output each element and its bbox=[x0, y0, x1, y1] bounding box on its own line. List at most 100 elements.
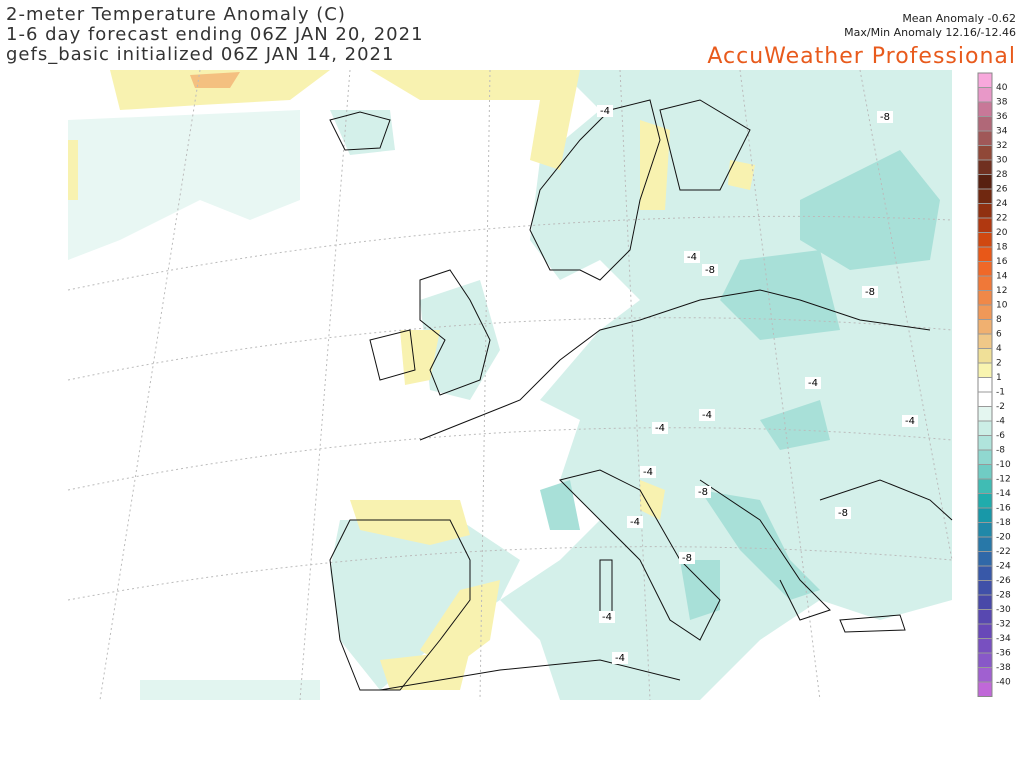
contour-label: -8 bbox=[880, 112, 890, 123]
colorbar-swatch bbox=[978, 131, 992, 146]
colorbar-label: 32 bbox=[996, 141, 1007, 151]
contour-label-bg bbox=[652, 422, 668, 434]
max-min-anomaly: Max/Min Anomaly 12.16/-12.46 bbox=[844, 26, 1016, 39]
colorbar-label: -22 bbox=[996, 547, 1011, 557]
brand: AccuWeather Professional bbox=[707, 44, 1016, 69]
contour-label: -4 bbox=[655, 423, 665, 434]
colorbar-swatch bbox=[978, 203, 992, 218]
colorbar-swatch bbox=[978, 174, 992, 189]
colorbar-label: 20 bbox=[996, 228, 1008, 238]
contour-label: -4 bbox=[905, 416, 915, 427]
colorbar-swatch bbox=[978, 522, 992, 537]
colorbar-label: -34 bbox=[996, 634, 1011, 644]
colorbar-label: 26 bbox=[996, 185, 1008, 195]
contour-label-bg bbox=[640, 466, 656, 478]
colorbar-label: -26 bbox=[996, 576, 1011, 586]
colorbar-swatch bbox=[978, 218, 992, 233]
contour-label: -4 bbox=[600, 106, 610, 117]
colorbar-label: 36 bbox=[996, 112, 1008, 122]
contour-label: -8 bbox=[698, 487, 708, 498]
contour-label: -4 bbox=[702, 410, 712, 421]
subtitle: gefs_basic initialized 06Z JAN 14, 2021 bbox=[6, 44, 394, 65]
contour-label-bg bbox=[612, 652, 628, 664]
colorbar-swatch bbox=[978, 87, 992, 102]
warm-fill-strong bbox=[190, 72, 240, 88]
contour-label-bg bbox=[597, 105, 613, 117]
colorbar-swatch bbox=[978, 145, 992, 160]
colorbar-swatch bbox=[978, 595, 992, 610]
contour-label-bg bbox=[835, 507, 851, 519]
colorbar-swatch bbox=[978, 334, 992, 349]
colorbar-label: -4 bbox=[996, 417, 1005, 427]
contour-label: -4 bbox=[687, 252, 697, 263]
contour-label: -8 bbox=[682, 553, 692, 564]
contour-label-bg bbox=[699, 409, 715, 421]
colorbar-swatch bbox=[978, 450, 992, 465]
colorbar-swatch bbox=[978, 348, 992, 363]
colorbar-swatch bbox=[978, 261, 992, 276]
colorbar-swatch bbox=[978, 624, 992, 639]
contour-label: -4 bbox=[643, 467, 653, 478]
colorbar-label: 16 bbox=[996, 257, 1008, 267]
colorbar-swatch bbox=[978, 537, 992, 552]
colorbar-label: 8 bbox=[996, 315, 1002, 325]
colorbar-label: 6 bbox=[996, 330, 1002, 340]
colorbar-swatch bbox=[978, 638, 992, 653]
title: 2-meter Temperature Anomaly (C) bbox=[6, 4, 346, 25]
colorbar-label: 24 bbox=[996, 199, 1008, 209]
colorbar-swatch bbox=[978, 566, 992, 581]
colorbar-label: 22 bbox=[996, 214, 1007, 224]
colorbar-label: 1 bbox=[996, 373, 1002, 383]
colorbar-swatch bbox=[978, 232, 992, 247]
contour-label-bg bbox=[679, 552, 695, 564]
colorbar-swatch bbox=[978, 102, 992, 117]
colorbar-label: 34 bbox=[996, 127, 1008, 137]
colorbar-swatch bbox=[978, 363, 992, 378]
contour-label: -4 bbox=[615, 653, 625, 664]
colorbar-label: -6 bbox=[996, 431, 1005, 441]
contour-label-bg bbox=[805, 377, 821, 389]
warm-fill bbox=[68, 70, 755, 690]
colorbar-label: -2 bbox=[996, 402, 1005, 412]
contour-label: -8 bbox=[865, 287, 875, 298]
contour-label: -8 bbox=[705, 265, 715, 276]
colorbar-swatch bbox=[978, 116, 992, 131]
subtitle: 1-6 day forecast ending 06Z JAN 20, 2021 bbox=[6, 24, 424, 45]
colorbar-label: -1 bbox=[996, 388, 1005, 398]
colorbar-swatch bbox=[978, 377, 992, 392]
colorbar-label: -36 bbox=[996, 649, 1011, 659]
colorbar-swatch bbox=[978, 580, 992, 595]
colorbar-label: -40 bbox=[996, 678, 1011, 688]
colorbar-label: 12 bbox=[996, 286, 1007, 296]
colorbar-label: 18 bbox=[996, 243, 1008, 253]
colorbar-label: -24 bbox=[996, 562, 1011, 572]
contour-label-bg bbox=[684, 251, 700, 263]
contour-label-bg bbox=[902, 415, 918, 427]
colorbar-swatch bbox=[978, 290, 992, 305]
colorbar: 40 38 36 34 32 30 28 26 24 22 20 18 16 14 12 10 8 6 4 2 1 -1 -… bbox=[977, 72, 1011, 697]
colorbar-label: 4 bbox=[996, 344, 1002, 354]
contour-label: -4 bbox=[630, 517, 640, 528]
contour-labels: -4 -8 -4 -8 -8 -4 -4 -4 -4 -4 -8 -4 -8 -8 -4 -4 bbox=[597, 105, 918, 664]
contour-label: -8 bbox=[838, 508, 848, 519]
colorbar-label: -30 bbox=[996, 605, 1011, 615]
contour-label-bg bbox=[862, 286, 878, 298]
contour-label: -4 bbox=[602, 612, 612, 623]
colorbar-label: 30 bbox=[996, 156, 1008, 166]
colorbar-swatch bbox=[978, 653, 992, 668]
colorbar-swatch bbox=[978, 276, 992, 291]
colorbar-label: -38 bbox=[996, 663, 1011, 673]
colorbar-swatch bbox=[978, 464, 992, 479]
colorbar-swatch bbox=[978, 435, 992, 450]
colorbar-swatch bbox=[978, 392, 992, 407]
colorbar-label: 10 bbox=[996, 301, 1008, 311]
colorbar-label: -28 bbox=[996, 591, 1011, 601]
colorbar-label: 38 bbox=[996, 98, 1008, 108]
colorbar-label: 2 bbox=[996, 359, 1002, 369]
contour-label-bg bbox=[702, 264, 718, 276]
colorbar-label: -8 bbox=[996, 446, 1005, 456]
colorbar-swatch bbox=[978, 319, 992, 334]
colorbar-label: -18 bbox=[996, 518, 1011, 528]
colorbar-swatch bbox=[978, 551, 992, 566]
